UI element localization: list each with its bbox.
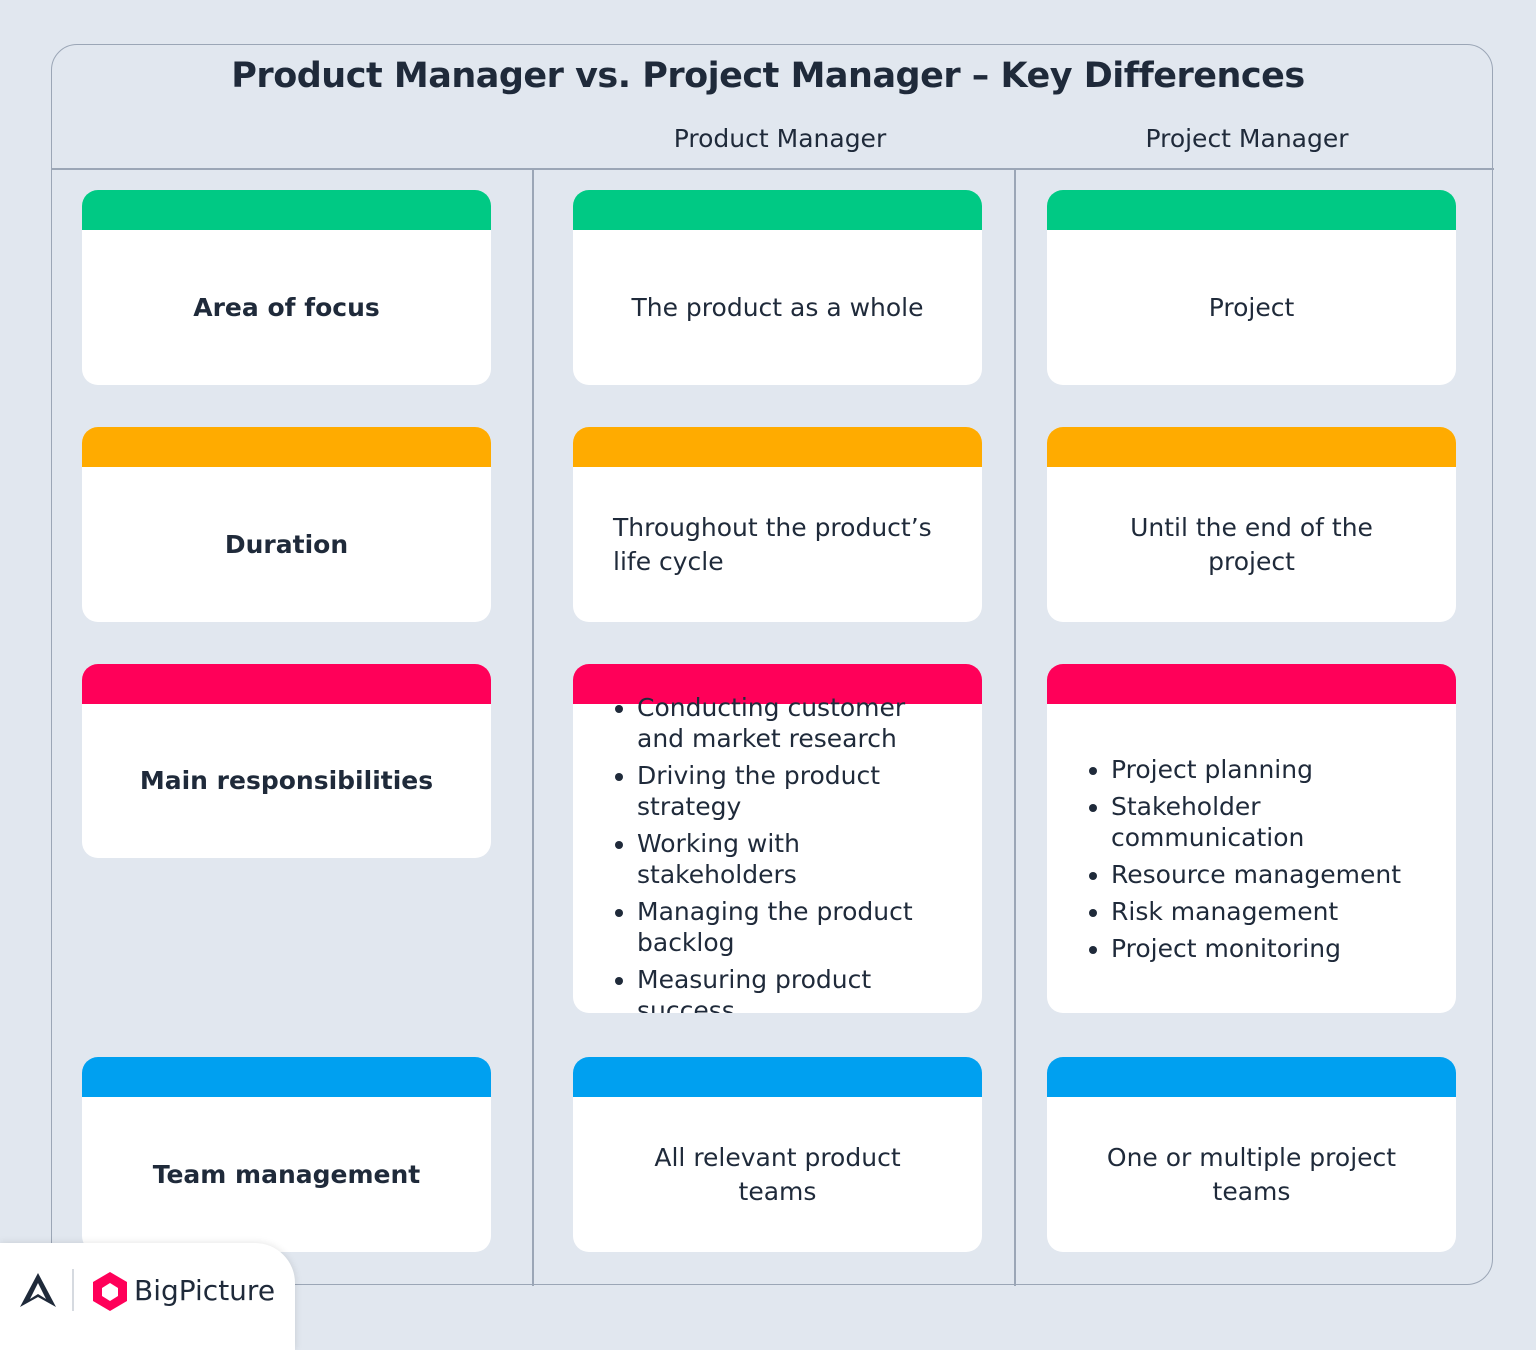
card: Main responsibilities	[82, 664, 491, 858]
cell-text: Project	[1208, 292, 1295, 322]
cell-text: Until the end of the project	[1130, 512, 1373, 576]
color-band	[573, 190, 982, 230]
divider	[532, 168, 534, 1286]
divider	[1014, 168, 1016, 1286]
bullet-item: Stakeholder communication	[1111, 791, 1416, 853]
card-text: One or multiple project teams	[1047, 1097, 1456, 1252]
title: Product Manager vs. Project Manager – Ke…	[231, 56, 1305, 96]
card: Duration	[82, 427, 491, 622]
bullet-item: Measuring product success	[637, 964, 942, 1014]
column-header: Project Manager	[1145, 124, 1349, 153]
column-header: Product Manager	[673, 124, 887, 153]
cell-text: The product as a whole	[631, 292, 924, 322]
card-text: The product as a whole	[573, 230, 982, 385]
color-band	[1047, 190, 1456, 230]
divider	[52, 168, 1494, 170]
card: The product as a whole	[573, 190, 982, 385]
card: One or multiple project teams	[1047, 1057, 1456, 1252]
cell-text: Throughout the product’s life cycle	[613, 512, 932, 576]
color-band	[1047, 664, 1456, 704]
bullet-item: Managing the product backlog	[637, 896, 942, 958]
bullet-list: Conducting customer and market researchD…	[613, 686, 942, 1014]
cell-text: Duration	[224, 529, 349, 559]
cell-text: One or multiple project teams	[1106, 1142, 1397, 1206]
bullet-item: Project monitoring	[1111, 933, 1416, 964]
card: Throughout the product’s life cycle	[573, 427, 982, 622]
card-text: Team management	[82, 1097, 491, 1252]
color-band	[82, 664, 491, 704]
brand-logo: BigPicture	[0, 1243, 295, 1350]
bullet-item: Resource management	[1111, 859, 1416, 890]
logo-icons	[20, 1269, 127, 1311]
color-band	[573, 1057, 982, 1097]
bullet-item: Working with stakeholders	[637, 828, 942, 890]
card-text: Main responsibilities	[82, 704, 491, 858]
color-band	[82, 190, 491, 230]
bullet-item: Conducting customer and market research	[637, 692, 942, 754]
bullet-item: Risk management	[1111, 896, 1416, 927]
cell-text: Team management	[152, 1159, 421, 1189]
card: Area of focus	[82, 190, 491, 385]
card-text: Duration	[82, 467, 491, 622]
card: Project planning Stakeholder communicatio…	[1047, 664, 1456, 1013]
card: Project	[1047, 190, 1456, 385]
card-text: Area of focus	[82, 230, 491, 385]
card-text: All relevant product teams	[573, 1097, 982, 1252]
color-band	[1047, 1057, 1456, 1097]
cell-text: Area of focus	[193, 292, 380, 322]
brand-name: BigPicture	[134, 1274, 276, 1307]
table-frame	[51, 44, 1493, 1285]
card: All relevant product teams	[573, 1057, 982, 1252]
card-text: Project planning Stakeholder communicatio…	[1047, 704, 1456, 1013]
card-text: Until the end of the project	[1047, 467, 1456, 622]
card: Until the end of the project	[1047, 427, 1456, 622]
bullet-list: Project planning Stakeholder communicatio…	[1087, 748, 1416, 970]
card-text: Project	[1047, 230, 1456, 385]
color-band	[82, 427, 491, 467]
card-text: Conducting customer and market researchD…	[573, 693, 982, 1014]
cell-text: Main responsibilities	[139, 766, 434, 795]
color-band	[1047, 427, 1456, 467]
card-text: Throughout the product’s life cycle	[573, 467, 982, 622]
color-band	[573, 427, 982, 467]
color-band	[82, 1057, 491, 1097]
bullet-item: Driving the product strategy	[637, 760, 942, 822]
card: Team management	[82, 1057, 491, 1252]
card: Conducting customer and market researchD…	[573, 664, 982, 1013]
cell-text: All relevant product teams	[654, 1142, 901, 1206]
color-band	[573, 664, 982, 704]
bullet-item: Project planning	[1111, 754, 1416, 785]
